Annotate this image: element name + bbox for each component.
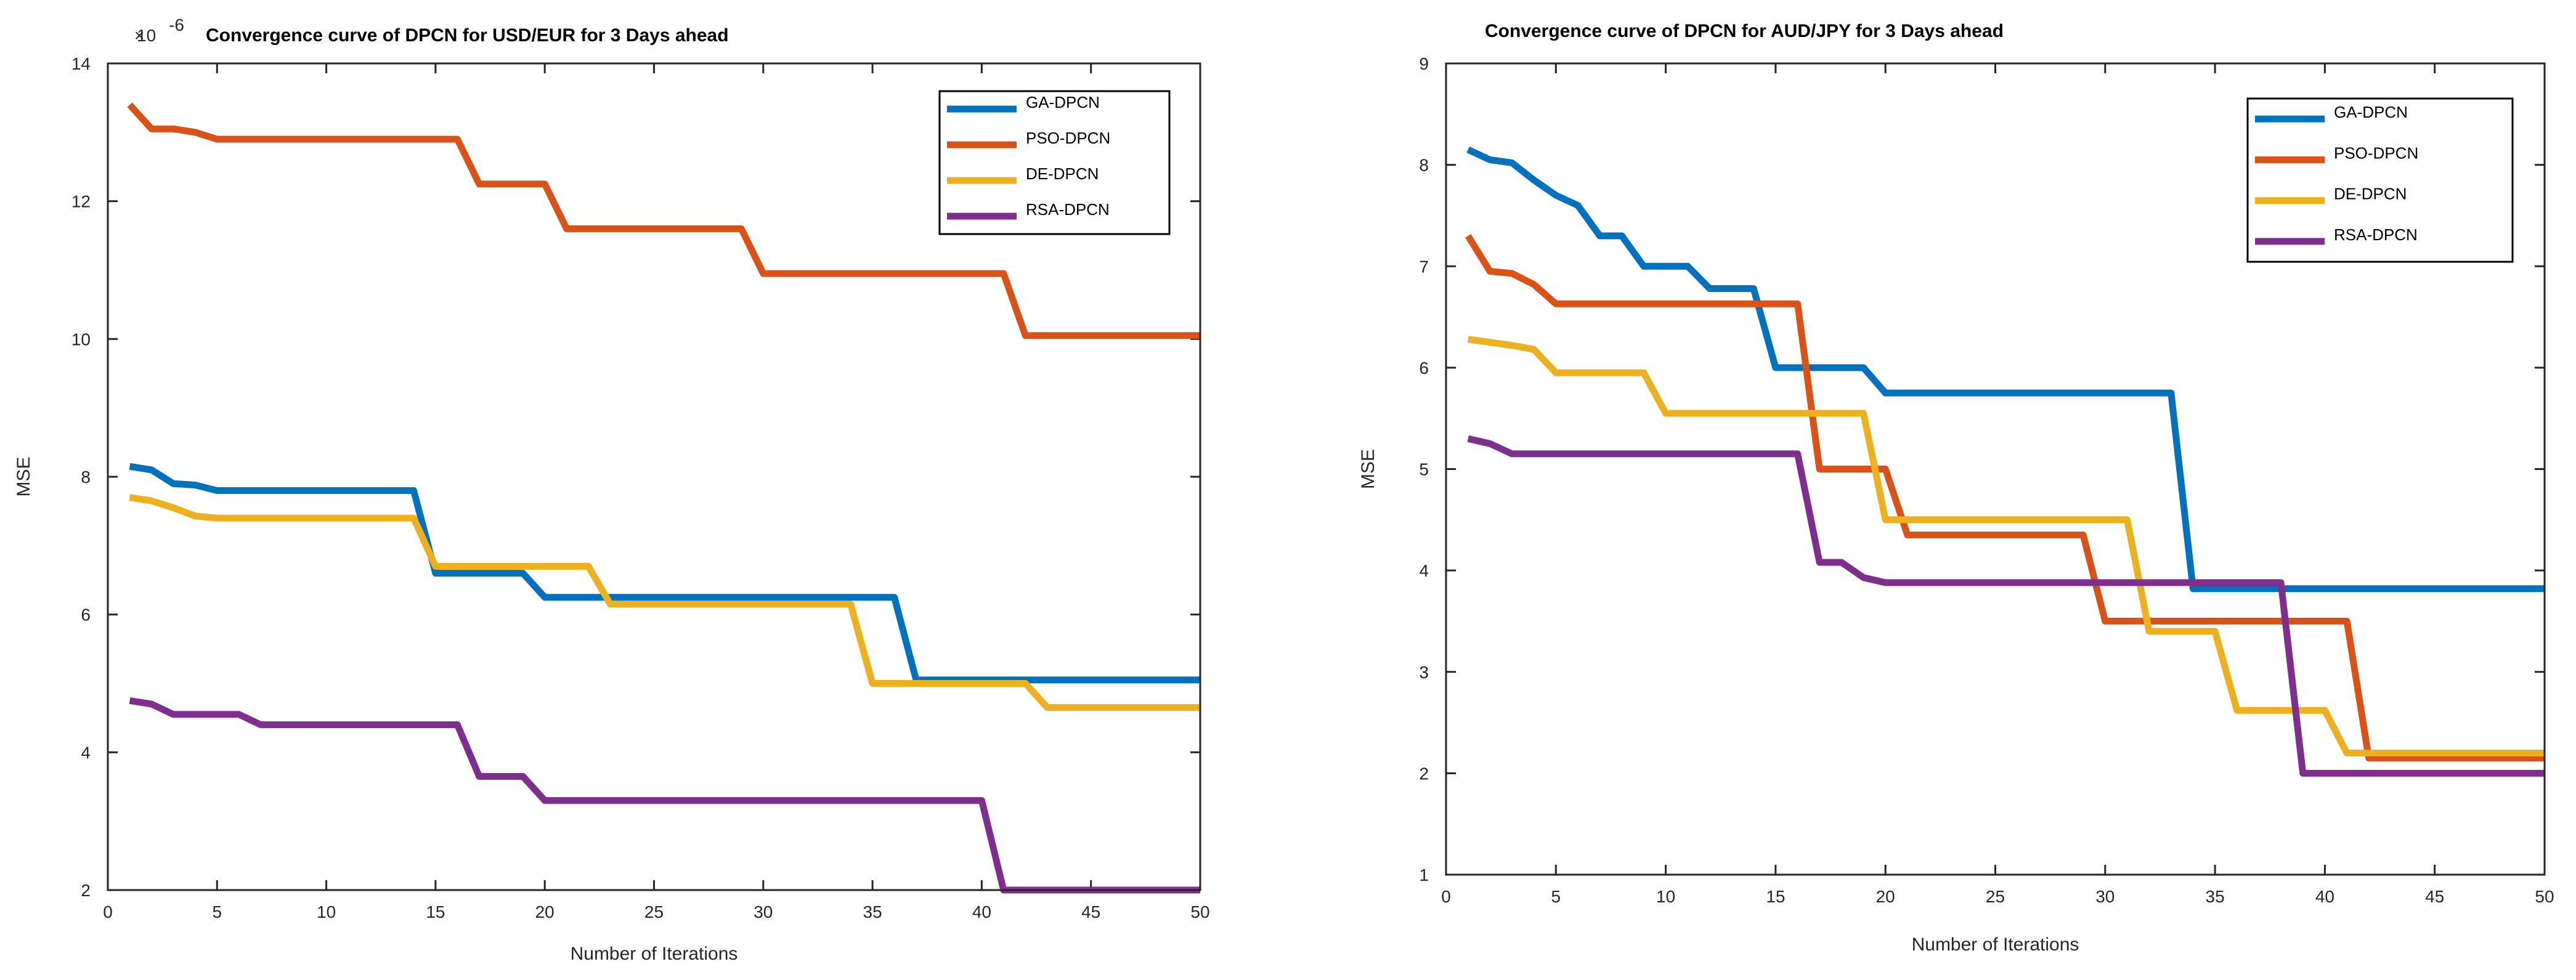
plot-frame bbox=[1445, 62, 2546, 876]
x-tick-label: 30 bbox=[2095, 887, 2115, 906]
y-axis-label: MSE bbox=[14, 456, 34, 496]
x-tick-label: 25 bbox=[1986, 887, 2005, 906]
y-tick-label: 5 bbox=[1419, 460, 1429, 479]
series-line-de-dpcn bbox=[1467, 336, 2545, 756]
legend-label: PSO-DPCN bbox=[2334, 144, 2418, 162]
x-tick-label: 20 bbox=[1876, 887, 1895, 906]
y-tick-label: 2 bbox=[81, 881, 91, 900]
plot-frame bbox=[107, 62, 1201, 891]
series-line-ga-dpcn bbox=[129, 463, 1200, 684]
x-tick-label: 20 bbox=[535, 902, 555, 921]
legend: GA-DPCN PSO-DPCN DE-DPCN RSA-DPCN bbox=[2246, 97, 2514, 263]
legend-label: GA-DPCN bbox=[1026, 93, 1100, 111]
x-tick-label: 50 bbox=[1190, 902, 1209, 921]
x-axis-label: Number of Iterations bbox=[1912, 934, 2079, 955]
series-line-de-dpcn bbox=[129, 494, 1200, 711]
legend-box bbox=[2246, 97, 2514, 263]
y-tick-label: 4 bbox=[81, 743, 91, 762]
y-exponent-base: 10 bbox=[137, 26, 156, 45]
series-line-pso-dpcn bbox=[1465, 234, 2545, 762]
x-tick-label: 0 bbox=[1441, 887, 1451, 906]
x-tick-label: 35 bbox=[863, 902, 882, 921]
y-tick-label: 14 bbox=[71, 54, 91, 73]
y-tick-label: 6 bbox=[1419, 358, 1429, 378]
legend-label: DE-DPCN bbox=[2334, 185, 2407, 203]
y-tick-label: 9 bbox=[1419, 54, 1429, 73]
x-tick-label: 10 bbox=[317, 902, 336, 921]
y-tick-label: 1 bbox=[1419, 865, 1429, 885]
chart-title: Convergence curve of DPCN for AUD/JPY fo… bbox=[1485, 21, 2004, 41]
x-tick-label: 40 bbox=[2315, 887, 2334, 906]
exponent-multiplier-icon: × bbox=[134, 26, 144, 45]
x-tick-label: 0 bbox=[103, 902, 113, 921]
x-tick-label: 10 bbox=[1656, 887, 1675, 906]
legend-label: RSA-DPCN bbox=[2334, 225, 2418, 244]
y-tick-label: 7 bbox=[1419, 257, 1429, 276]
y-tick-label: 10 bbox=[71, 330, 91, 349]
x-tick-label: 35 bbox=[2206, 887, 2225, 906]
axis-ticks: 0 5 10 15 20 25 30 35 40 45 50 2 4 6 8 10 12 14 bbox=[71, 54, 1210, 921]
y-tick-label: 8 bbox=[81, 468, 91, 487]
legend-box bbox=[938, 90, 1171, 235]
x-tick-label: 30 bbox=[754, 902, 773, 921]
series-lines bbox=[1465, 146, 2545, 777]
x-tick-label: 45 bbox=[2425, 887, 2444, 906]
legend: GA-DPCN PSO-DPCN DE-DPCN RSA-DPCN bbox=[938, 90, 1171, 235]
legend-label: PSO-DPCN bbox=[1026, 129, 1110, 147]
legend-label: GA-DPCN bbox=[2334, 103, 2408, 121]
aud-jpy-chart: Convergence curve of DPCN for AUD/JPY fo… bbox=[1358, 21, 2554, 955]
y-tick-label: 6 bbox=[81, 605, 91, 625]
y-tick-label: 12 bbox=[71, 192, 91, 211]
x-tick-label: 40 bbox=[972, 902, 991, 921]
x-tick-label: 15 bbox=[426, 902, 445, 921]
series-line-ga-dpcn bbox=[1466, 146, 2545, 593]
y-tick-label: 4 bbox=[1419, 561, 1429, 580]
x-tick-label: 50 bbox=[2535, 887, 2554, 906]
legend-label: RSA-DPCN bbox=[1026, 200, 1110, 219]
x-tick-label: 25 bbox=[644, 902, 664, 921]
y-tick-label: 8 bbox=[1419, 156, 1429, 175]
x-tick-label: 15 bbox=[1766, 887, 1785, 906]
legend-label: DE-DPCN bbox=[1026, 164, 1099, 183]
series-line-rsa-dpcn bbox=[129, 697, 1200, 894]
series-lines bbox=[127, 102, 1200, 894]
x-tick-label: 5 bbox=[213, 902, 222, 921]
y-tick-label: 3 bbox=[1419, 663, 1429, 682]
series-line-rsa-dpcn bbox=[1467, 435, 2545, 777]
series-line-pso-dpcn bbox=[127, 102, 1200, 339]
x-tick-label: 45 bbox=[1081, 902, 1100, 921]
y-exponent-power: -6 bbox=[169, 15, 184, 34]
chart-title: Convergence curve of DPCN for USD/EUR fo… bbox=[206, 25, 729, 46]
y-tick-label: 2 bbox=[1419, 764, 1429, 783]
x-tick-label: 5 bbox=[1551, 887, 1561, 906]
y-axis-label: MSE bbox=[1358, 449, 1378, 489]
usd-eur-chart: Convergence curve of DPCN for USD/EUR fo… bbox=[14, 15, 1210, 964]
x-axis-label: Number of Iterations bbox=[571, 944, 738, 964]
